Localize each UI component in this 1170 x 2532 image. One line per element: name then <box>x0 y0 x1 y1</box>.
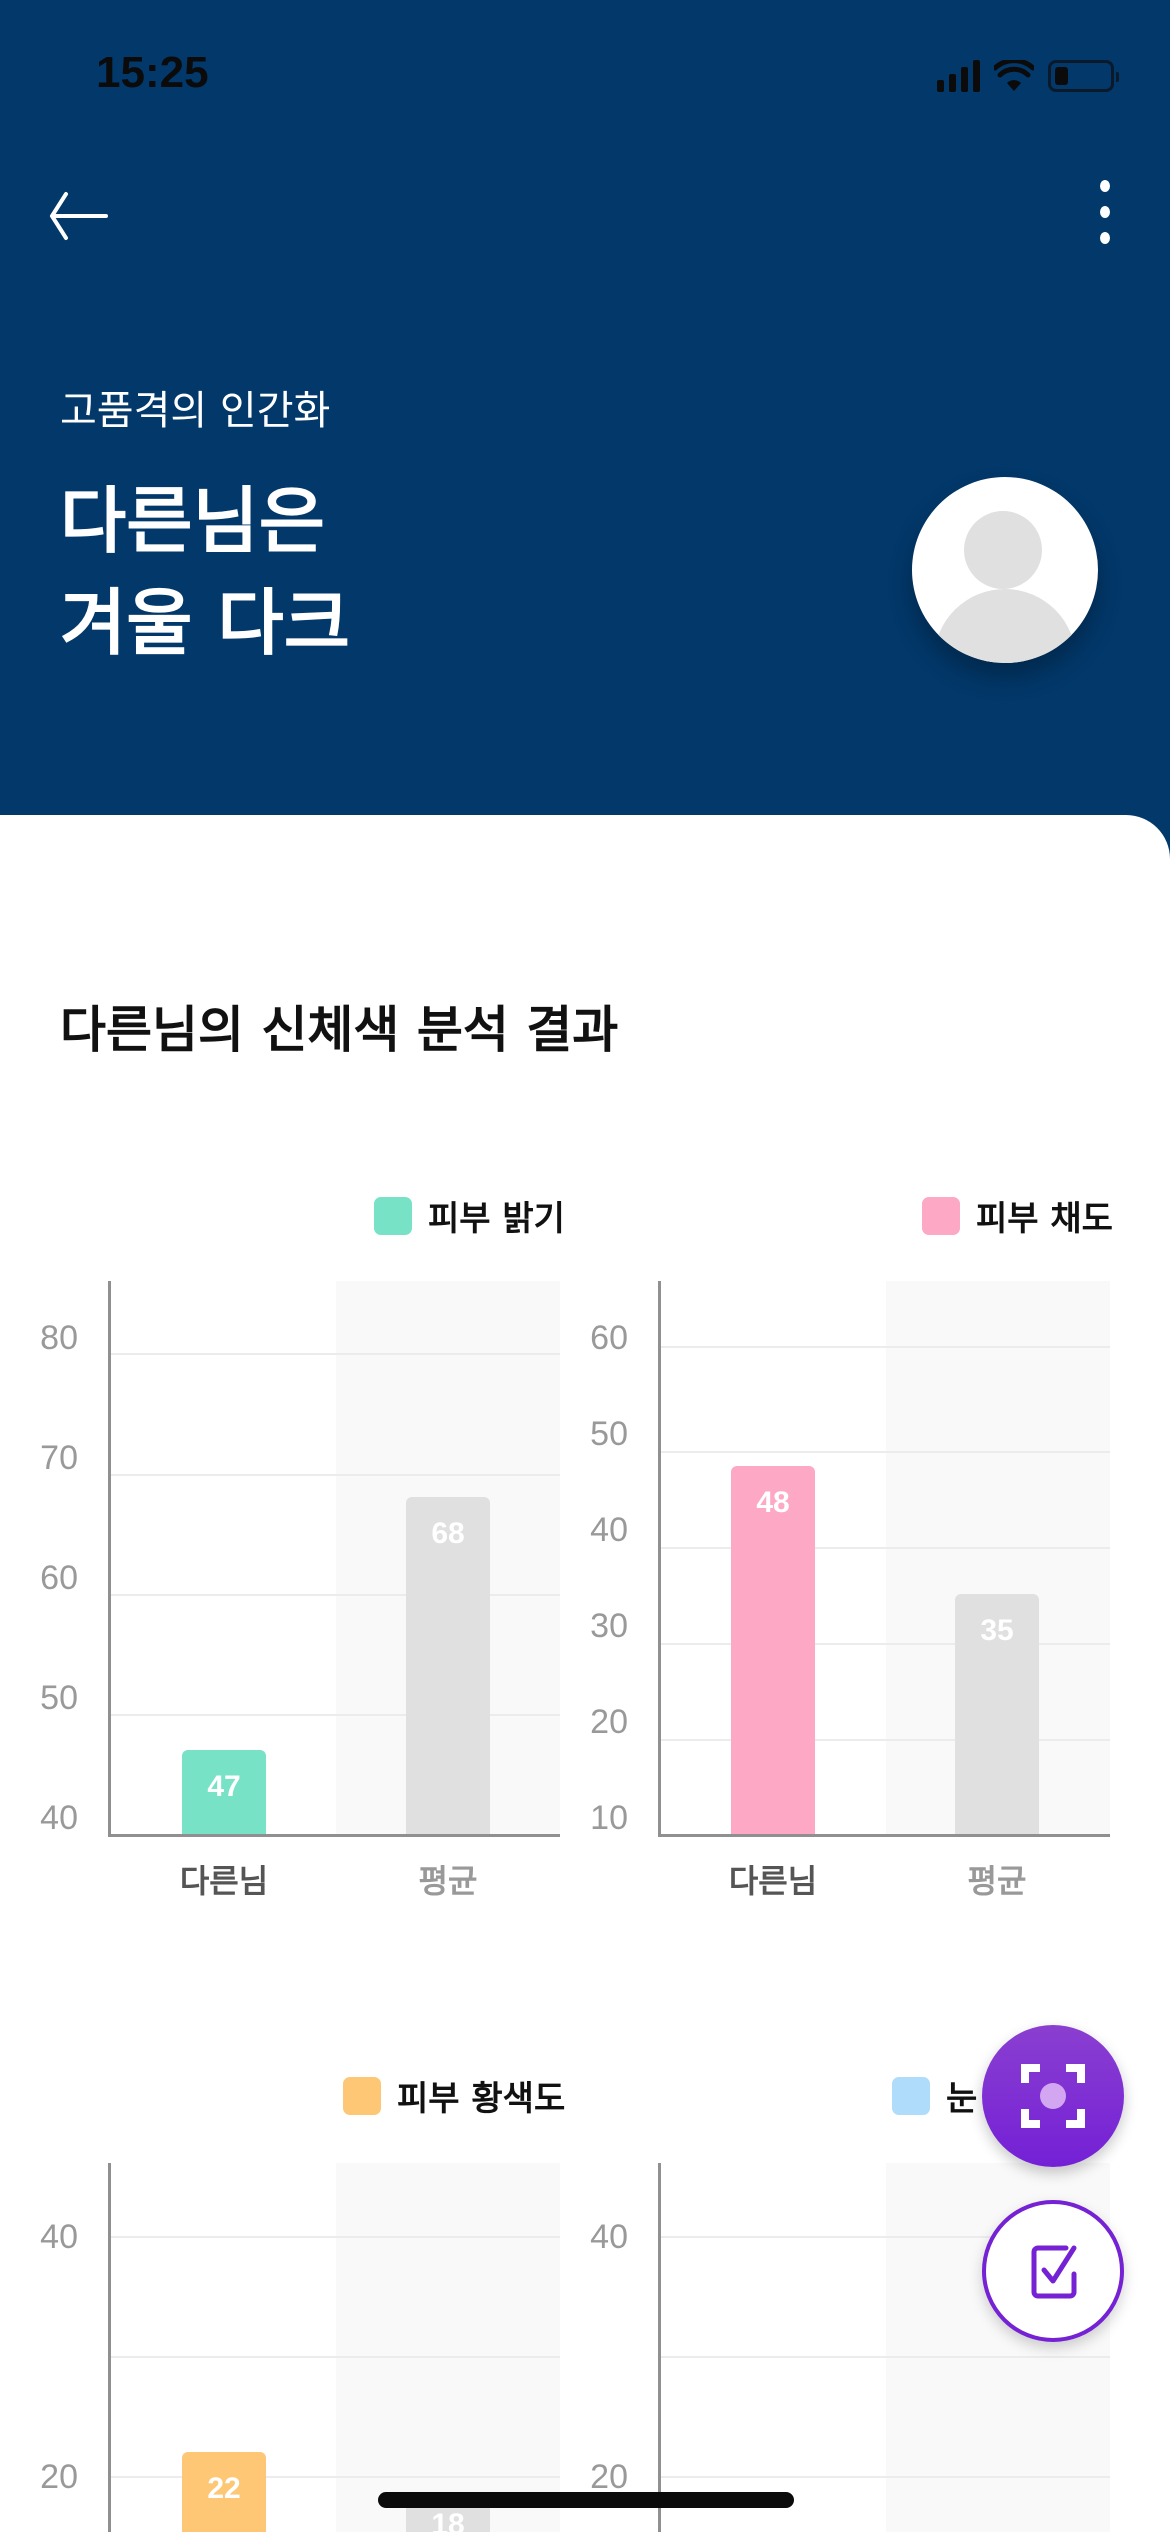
arrow-left-icon <box>50 192 108 240</box>
bar-user[interactable]: 22 <box>182 2452 266 2532</box>
legend-skin-yellowness: 피부 황색도 <box>343 2071 565 2120</box>
result-subtitle: 고품격의 인간화 <box>60 388 331 434</box>
back-button[interactable] <box>46 182 114 250</box>
home-indicator <box>378 2492 794 2508</box>
chart-skin-brightness: 80 70 60 50 40 47 68 다른님 평균 <box>40 1281 560 1900</box>
result-title: 다른님은 겨울 다크 <box>60 470 350 674</box>
signal-icon <box>937 58 980 92</box>
legend-swatch <box>892 2076 930 2115</box>
chart-skin-saturation: 60 50 40 30 20 10 48 35 다른님 평균 <box>590 1281 1110 1900</box>
more-vertical-icon <box>1100 180 1110 192</box>
wifi-icon <box>994 60 1034 91</box>
avatar[interactable] <box>912 477 1098 663</box>
battery-icon <box>1048 60 1119 92</box>
legend-eye: 눈 <box>892 2071 977 2120</box>
header: 15:25 고품격의 인간화 다른님은 겨울 다크 <box>0 0 1170 860</box>
section-title: 다른님의 신체색 분석 결과 <box>60 1001 619 1059</box>
scan-focus-icon <box>1021 2064 1085 2128</box>
legend-swatch <box>343 2076 381 2115</box>
bar-user[interactable]: 47 <box>182 1750 266 1834</box>
scan-button[interactable] <box>982 2025 1124 2167</box>
status-icons <box>937 56 1119 92</box>
user-placeholder-icon <box>964 511 1042 589</box>
status-time: 15:25 <box>96 48 209 97</box>
legend-swatch <box>374 1196 412 1235</box>
chart-skin-yellowness: 40 20 22 18 <box>40 2163 560 2532</box>
checkbox-checked-icon <box>1031 2245 1077 2299</box>
bar-user[interactable]: 48 <box>731 1466 815 1834</box>
more-options-button[interactable] <box>1100 178 1110 246</box>
legend-skin-saturation: 피부 채도 <box>922 1191 1113 1240</box>
result-title-line2: 겨울 다크 <box>60 581 351 665</box>
legend-swatch <box>922 1196 960 1235</box>
result-title-line1: 다른님은 <box>60 479 325 563</box>
legend-skin-brightness: 피부 밝기 <box>374 1191 565 1240</box>
bar-average[interactable]: 68 <box>406 1497 490 1834</box>
checklist-button[interactable] <box>982 2200 1124 2342</box>
bar-average[interactable]: 35 <box>955 1594 1039 1834</box>
